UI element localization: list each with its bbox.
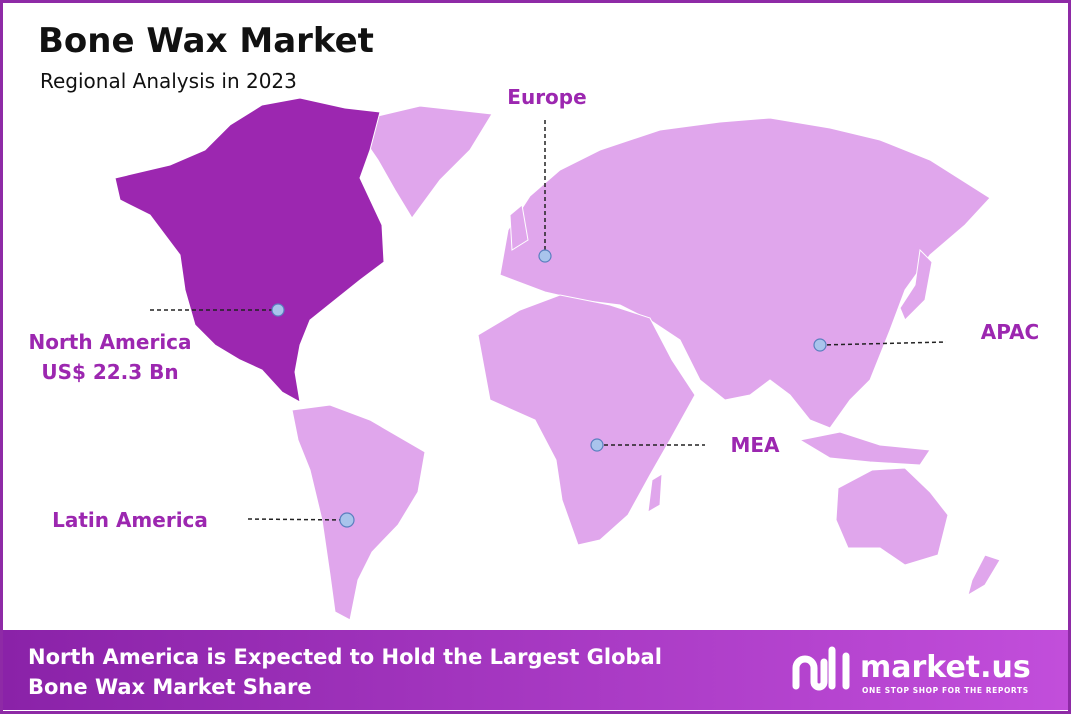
leader-line [819,341,947,346]
marker [339,512,355,528]
marker [590,438,604,452]
region-label: APAC [981,320,1039,344]
uk [509,204,529,251]
world-map [114,97,1001,621]
region-value: US$ 22.3 Bn [41,360,178,384]
logo-name: market.us [860,650,1031,685]
marker [813,338,827,352]
africa [477,294,696,546]
japan [899,248,933,321]
greenland [351,105,493,219]
eurasia [499,117,991,429]
logo-tagline: ONE STOP SHOP FOR THE REPORTS [862,686,1029,695]
footer-band [3,630,1068,710]
marker [271,303,285,317]
marker [538,249,552,263]
footer-line: North America is Expected to Hold the La… [28,645,662,669]
region-label: Latin America [52,508,208,532]
region-label: North America [28,330,191,354]
leader-line [247,518,348,521]
subtitle: Regional Analysis in 2023 [40,69,297,93]
region-label: MEA [730,433,780,457]
south-america [291,404,426,621]
indonesia [798,431,931,466]
callouts: North America US$ 22.3 Bn Europe APAC ME… [28,85,1039,532]
logo-mark [792,646,850,691]
australia [835,467,949,566]
footer-line: Bone Wax Market Share [28,675,312,699]
logo: market.us ONE STOP SHOP FOR THE REPORTS [792,646,1031,695]
new-zealand [967,554,1001,597]
title: Bone Wax Market [38,21,374,61]
north-america [114,97,385,403]
region-label: Europe [507,85,586,109]
madagascar [647,473,663,513]
